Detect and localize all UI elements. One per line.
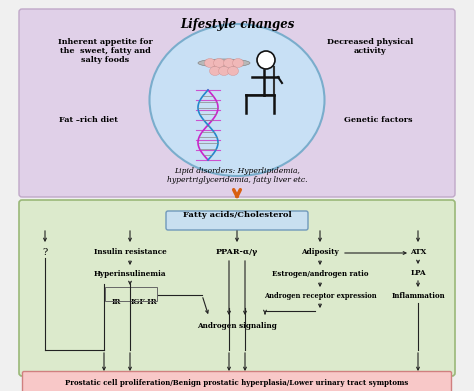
Text: PPAR-α/γ: PPAR-α/γ [216, 248, 258, 256]
Ellipse shape [224, 59, 235, 68]
Text: ATX: ATX [410, 248, 426, 256]
Ellipse shape [233, 59, 244, 68]
Text: Inflammation: Inflammation [391, 292, 445, 300]
FancyBboxPatch shape [19, 200, 455, 376]
FancyBboxPatch shape [19, 9, 455, 197]
Text: IR: IR [111, 298, 121, 306]
Ellipse shape [228, 66, 238, 75]
Text: LPA: LPA [410, 269, 426, 277]
Circle shape [257, 51, 275, 69]
Ellipse shape [198, 59, 250, 67]
FancyBboxPatch shape [166, 211, 308, 230]
Text: Fatty acids/Cholesterol: Fatty acids/Cholesterol [182, 211, 292, 219]
Ellipse shape [213, 59, 225, 68]
Text: Lifestyle changes: Lifestyle changes [180, 18, 294, 31]
Text: Adiposity: Adiposity [301, 248, 339, 256]
Text: Fat –rich diet: Fat –rich diet [59, 116, 118, 124]
FancyBboxPatch shape [22, 371, 452, 391]
Ellipse shape [219, 66, 229, 75]
Text: Decreased physical
activity: Decreased physical activity [327, 38, 413, 55]
Text: IGF-IR: IGF-IR [131, 298, 157, 306]
Ellipse shape [149, 24, 325, 176]
Text: Estrogen/androgen ratio: Estrogen/androgen ratio [272, 270, 368, 278]
Text: Insulin resistance: Insulin resistance [94, 248, 166, 256]
Text: Inherent appetite for
the  sweet, fatty and
salty foods: Inherent appetite for the sweet, fatty a… [58, 38, 152, 65]
Text: Hyperinsulinemia: Hyperinsulinemia [94, 270, 166, 278]
Text: Lipid disorders: Hyperlipidemia,
hypertriglyceridemia, fatty liver etc.: Lipid disorders: Hyperlipidemia, hypertr… [167, 167, 307, 184]
Text: Prostatic cell proliferation/Benign prostatic hyperplasia/Lower urinary tract sy: Prostatic cell proliferation/Benign pros… [65, 379, 409, 387]
Text: Genetic factors: Genetic factors [344, 116, 412, 124]
Ellipse shape [204, 59, 216, 68]
Text: Androgen signaling: Androgen signaling [197, 322, 277, 330]
Text: Androgen receptor expression: Androgen receptor expression [264, 292, 376, 300]
Ellipse shape [210, 66, 220, 75]
Text: ?: ? [42, 248, 47, 257]
